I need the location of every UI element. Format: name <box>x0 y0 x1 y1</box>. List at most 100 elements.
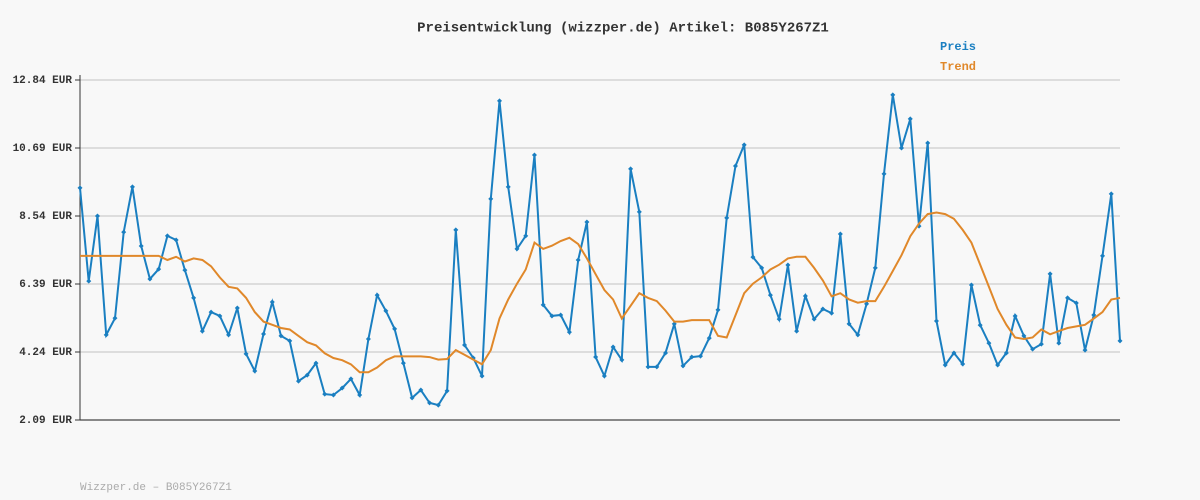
point <box>968 282 974 288</box>
point <box>287 338 293 344</box>
point <box>759 265 765 271</box>
point <box>1012 313 1018 319</box>
point <box>540 302 546 308</box>
point <box>1021 333 1027 339</box>
point <box>409 395 415 401</box>
point <box>776 316 782 322</box>
y-tick-label: 2.09 EUR <box>19 415 72 427</box>
point <box>811 316 817 322</box>
point <box>566 329 572 335</box>
point <box>802 293 808 299</box>
point <box>427 400 433 406</box>
point <box>610 344 616 350</box>
point <box>77 185 83 191</box>
point <box>794 328 800 334</box>
point <box>899 145 905 151</box>
point <box>724 215 730 221</box>
legend-entry: Trend <box>940 60 976 74</box>
point <box>164 233 170 239</box>
point <box>671 321 677 327</box>
point <box>977 322 983 328</box>
point <box>365 336 371 342</box>
point <box>829 310 835 316</box>
point <box>925 140 931 146</box>
point <box>400 360 406 366</box>
point <box>269 299 275 305</box>
point <box>252 368 258 374</box>
point <box>208 309 214 315</box>
point <box>732 163 738 169</box>
point <box>881 171 887 177</box>
point <box>741 142 747 148</box>
point <box>846 321 852 327</box>
series-line <box>80 211 1121 374</box>
point <box>112 315 118 321</box>
point <box>1117 338 1123 344</box>
point <box>94 213 100 219</box>
point <box>750 254 756 260</box>
point <box>549 313 555 319</box>
point <box>304 372 310 378</box>
point <box>1100 253 1106 259</box>
point <box>182 267 188 273</box>
point <box>715 307 721 313</box>
point <box>435 402 441 408</box>
point <box>1047 271 1053 277</box>
point <box>907 116 913 122</box>
point <box>374 292 380 298</box>
point <box>103 332 109 338</box>
point <box>348 376 354 382</box>
point <box>488 196 494 202</box>
point <box>138 243 144 249</box>
point <box>558 312 564 318</box>
point <box>837 231 843 237</box>
point <box>357 392 363 398</box>
credit: Wizzper.de – B085Y267Z1 <box>80 482 232 494</box>
point <box>121 229 127 235</box>
point <box>313 360 319 366</box>
chart-title: Preisentwicklung (wizzper.de) Artikel: B… <box>417 21 829 37</box>
point <box>1030 346 1036 352</box>
point <box>261 331 267 337</box>
point <box>199 328 205 334</box>
point <box>1091 312 1097 318</box>
series-line <box>79 94 1121 407</box>
point <box>418 387 424 393</box>
point <box>339 385 345 391</box>
point <box>636 209 642 215</box>
point <box>663 350 669 356</box>
point <box>147 276 153 282</box>
point <box>995 362 1001 368</box>
point <box>584 219 590 225</box>
point <box>864 301 870 307</box>
point <box>628 166 634 172</box>
point <box>890 92 896 98</box>
point <box>1038 341 1044 347</box>
point <box>785 262 791 268</box>
point <box>1108 191 1114 197</box>
point <box>1056 340 1062 346</box>
point <box>462 342 468 348</box>
point <box>986 340 992 346</box>
point <box>226 332 232 338</box>
point <box>243 351 249 357</box>
point <box>960 361 966 367</box>
point <box>654 364 660 370</box>
point <box>575 257 581 263</box>
y-tick-label: 10.69 EUR <box>13 143 73 155</box>
y-tick-label: 4.24 EUR <box>19 347 72 359</box>
point <box>767 292 773 298</box>
point <box>1073 300 1079 306</box>
point <box>173 237 179 243</box>
point <box>191 295 197 301</box>
y-tick-label: 8.54 EUR <box>19 211 72 223</box>
point <box>234 305 240 311</box>
point <box>479 373 485 379</box>
point <box>601 373 607 379</box>
point <box>645 364 651 370</box>
point <box>1065 295 1071 301</box>
point <box>383 308 389 314</box>
point <box>706 335 712 341</box>
